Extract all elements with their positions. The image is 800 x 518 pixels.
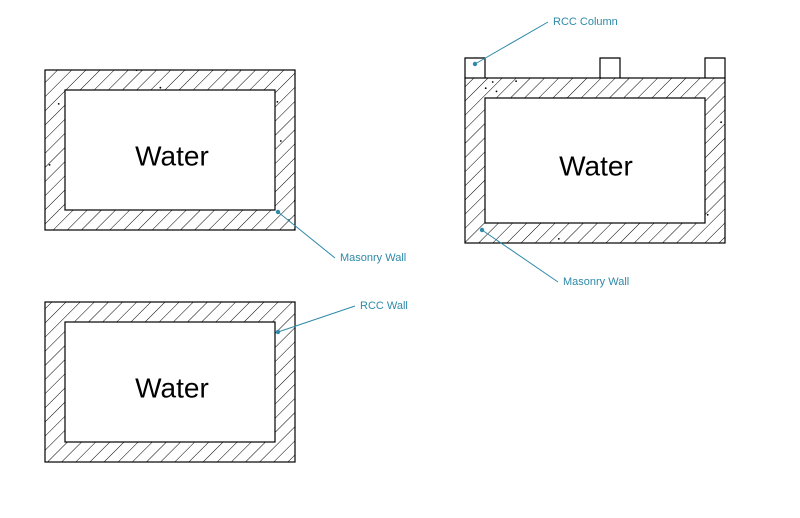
tank-top-left-leader-line	[278, 212, 335, 258]
tank-top-left: Water Masonry Wall	[45, 69, 406, 264]
tank-right-water-label: Water	[559, 150, 633, 181]
tank-right: Water RCC Column Masonry Wall	[465, 16, 725, 288]
tank-right-leader-1-label: Masonry Wall	[563, 276, 629, 288]
tank-top-left-water-label: Water	[135, 140, 209, 171]
tank-bottom-left-leader-label: RCC Wall	[360, 300, 408, 312]
tank-right-leader-0-label: RCC Column	[553, 16, 618, 28]
tank-right-leader-0: RCC Column	[473, 16, 618, 66]
tank-right-column-0	[465, 58, 485, 78]
tank-right-leader-0-line	[475, 22, 548, 64]
tank-bottom-left: Water RCC Wall	[45, 300, 408, 462]
tank-right-column-1	[600, 58, 620, 78]
tank-bottom-left-water-label: Water	[135, 372, 209, 403]
tank-bottom-left-leader: RCC Wall	[276, 300, 408, 334]
tank-top-left-leader-label: Masonry Wall	[340, 252, 406, 264]
tank-right-column-2	[705, 58, 725, 78]
